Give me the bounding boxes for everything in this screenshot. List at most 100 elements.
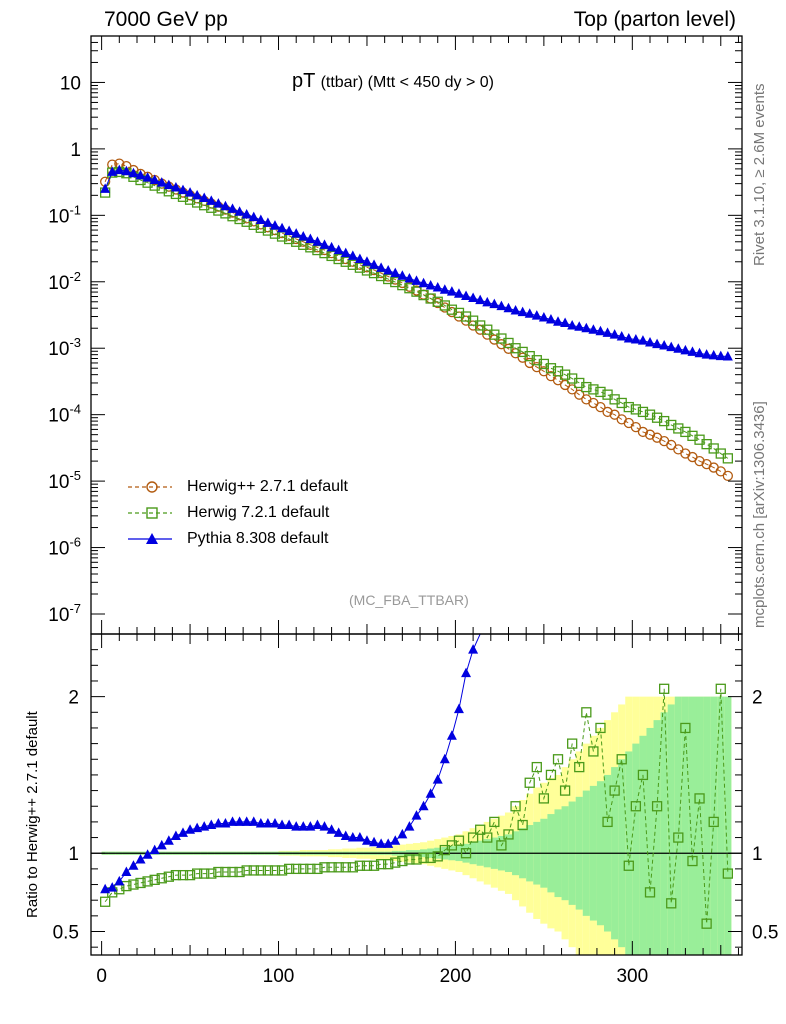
main-point-herwig7 (503, 337, 514, 349)
ratio-point-herwig7 (100, 896, 111, 907)
ratio-point-pythia (241, 816, 252, 826)
main-point-pythia (369, 259, 380, 269)
main-point-pythia (510, 304, 521, 315)
ratio-point-pythia (121, 866, 132, 877)
ratio-point-herwig7 (453, 835, 465, 846)
main-point-pythia (432, 282, 443, 292)
ratio-point-pythia (213, 817, 224, 828)
legend-marker-1 (146, 507, 158, 519)
ratio-point-herwig7 (184, 869, 196, 881)
main-point-herwigpp (538, 366, 550, 377)
main-ytick-label: 10-5 (48, 468, 81, 493)
main-point-herwig7 (545, 363, 557, 374)
ratio-point-herwig7 (595, 722, 606, 734)
ratio-point-herwig7 (191, 868, 203, 879)
main-point-pythia (291, 228, 302, 238)
main-point-pythia (319, 239, 330, 249)
ratio-ytick-label-right: 1 (752, 844, 763, 865)
main-point-herwigpp (722, 470, 733, 481)
ratio-point-herwig7 (694, 793, 705, 804)
ratio-point-herwig7 (552, 754, 564, 765)
ratio-point-herwig7 (220, 866, 231, 878)
ratio-point-pythia (439, 753, 450, 764)
ratio-point-herwig7 (149, 874, 160, 885)
ratio-point-herwig7 (397, 855, 408, 867)
main-point-pythia (298, 231, 309, 241)
ratio-point-herwig7 (630, 801, 642, 812)
ratio-point-herwig7 (248, 865, 259, 876)
ratio-point-herwig7 (475, 824, 486, 835)
ratio-point-herwig7 (333, 862, 344, 873)
main-point-pythia (156, 177, 167, 187)
main-point-pythia (722, 351, 733, 361)
main-point-herwigpp (602, 406, 613, 418)
ratio-point-pythia (411, 810, 422, 820)
ratio-point-herwig7 (524, 777, 535, 788)
ratio-panel: 0.5 0.5 1 1 2 2 0 100 200 300 (53, 633, 778, 987)
legend-marker-2 (146, 533, 158, 544)
main-point-pythia (135, 169, 146, 180)
main-point-herwig7 (340, 256, 351, 267)
main-point-herwigpp (637, 426, 649, 438)
ratio-point-herwig7 (383, 859, 394, 870)
ratio-point-herwig7 (659, 683, 670, 694)
ratio-point-pythia (227, 816, 238, 826)
ratio-point-pythia (177, 827, 188, 837)
main-point-pythia (666, 341, 677, 352)
main-point-pythia (517, 306, 528, 317)
ratio-point-herwig7 (496, 840, 507, 851)
main-point-pythia (227, 203, 238, 213)
ratio-band-green (703, 696, 711, 955)
main-point-pythia (326, 241, 337, 252)
main-point-herwig7 (637, 406, 649, 418)
main-point-pythia (553, 316, 564, 326)
main-point-pythia (659, 339, 670, 350)
main-point-pythia (687, 346, 698, 356)
ratio-point-pythia (468, 644, 479, 654)
ratio-point-pythia (305, 821, 316, 831)
ratio-point-pythia (376, 838, 387, 848)
main-series-line-0 (104, 163, 729, 477)
main-point-herwig7 (326, 250, 337, 262)
ratio-series-1 (100, 633, 481, 894)
main-point-pythia (340, 247, 351, 258)
ratio-point-herwig7 (574, 761, 585, 773)
ratio-point-herwig7 (637, 769, 649, 781)
main-point-pythia (524, 308, 535, 318)
main-ytick-label: 10-3 (48, 335, 81, 360)
main-point-herwig7 (333, 253, 344, 265)
main-point-pythia (404, 273, 415, 283)
ratio-point-herwig7 (291, 863, 302, 875)
ratio-point-pythia (255, 817, 266, 828)
plot-title-main: pT (292, 70, 315, 92)
main-point-pythia (128, 167, 139, 178)
main-point-herwig7 (354, 262, 366, 273)
main-point-pythia (496, 300, 507, 311)
main-point-pythia (673, 343, 684, 353)
main-point-pythia (680, 344, 691, 355)
main-point-herwig7 (630, 404, 642, 415)
ratio-ytick-label-left: 1 (68, 844, 79, 865)
header-process-label: Top (parton level) (573, 8, 736, 31)
main-point-pythia (269, 220, 280, 230)
ratio-point-pythia (326, 824, 337, 834)
main-point-pythia (277, 222, 288, 233)
ratio-point-pythia (390, 835, 401, 845)
ratio-point-herwig7 (135, 877, 146, 889)
main-point-pythia (418, 277, 429, 288)
ratio-point-pythia (248, 816, 259, 826)
main-point-pythia (213, 198, 224, 208)
ratio-point-herwig7 (347, 862, 358, 873)
ratio-point-herwig7 (142, 876, 153, 887)
main-point-herwigpp (567, 384, 578, 395)
ratio-point-pythia (163, 835, 174, 845)
ratio-point-herwig7 (354, 860, 366, 871)
main-point-pythia (255, 214, 266, 225)
ratio-point-pythia (333, 827, 344, 837)
legend-label-herwig7: Herwig 7.2.1 default (187, 504, 330, 521)
main-point-herwigpp (517, 352, 528, 363)
main-point-pythia (397, 270, 408, 280)
ratio-point-herwig7 (255, 865, 266, 876)
main-point-pythia (170, 182, 181, 192)
